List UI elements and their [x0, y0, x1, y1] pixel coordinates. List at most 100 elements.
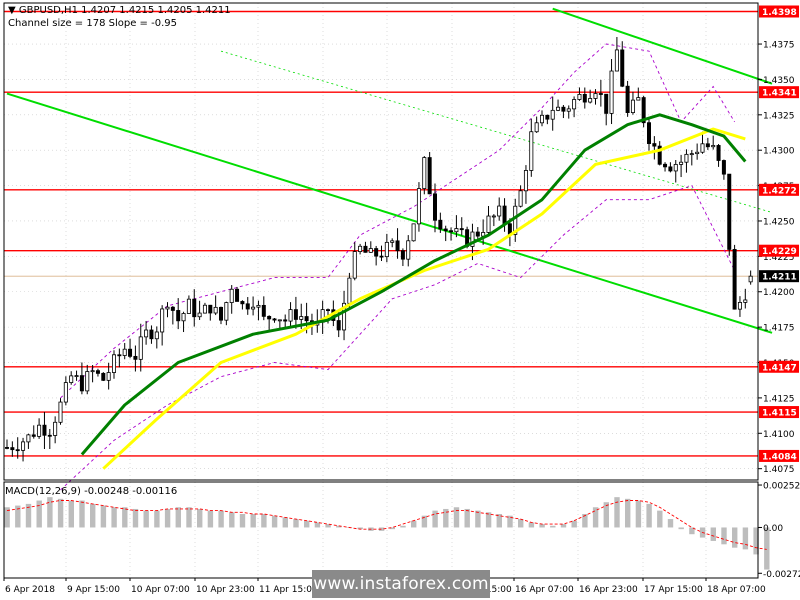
candle-body	[277, 319, 282, 322]
time-tick-label: 10 Apr 23:00	[196, 585, 255, 595]
candle-body	[695, 151, 700, 155]
macd-histogram-bar	[36, 500, 42, 528]
candle-body	[454, 228, 459, 233]
candle-body	[400, 250, 405, 260]
candle-body	[352, 251, 357, 279]
candle-body	[261, 304, 266, 317]
candle-body	[705, 143, 710, 148]
candle-body	[363, 245, 368, 253]
candle-body	[267, 315, 272, 320]
candle-body	[625, 85, 630, 114]
macd-histogram-bar	[453, 507, 460, 528]
macd-histogram-bar	[261, 514, 267, 528]
macd-histogram-bar	[732, 527, 738, 548]
candle-body	[545, 114, 550, 120]
candle-body	[432, 193, 437, 221]
level-tag	[759, 5, 799, 18]
candle-body	[347, 277, 352, 304]
macd-histogram-bar	[378, 527, 385, 531]
moving-average-slow	[102, 127, 746, 470]
candle-body	[325, 309, 330, 312]
time-tick-label: 11 Apr 15:00	[259, 585, 318, 595]
candle-body	[598, 93, 603, 95]
grid	[3, 3, 758, 578]
candle-body	[283, 319, 288, 322]
candle-body	[63, 382, 68, 403]
candle-body	[727, 173, 732, 250]
macd-panel	[4, 497, 770, 570]
candle-body	[636, 97, 641, 101]
level-tag	[759, 449, 799, 462]
candle-body	[235, 288, 240, 302]
candle-body	[491, 215, 496, 218]
candle-body	[224, 302, 229, 321]
macd-histogram-bar	[657, 510, 663, 528]
candle-body	[213, 306, 218, 314]
time-tick-label: 6 Apr 2018	[5, 585, 55, 595]
moving-averages	[80, 113, 747, 470]
candle-body	[368, 248, 373, 253]
macd-histogram-bar	[710, 527, 716, 541]
candle-body	[502, 205, 507, 225]
candle-body	[577, 93, 582, 100]
macd-histogram-bar	[421, 515, 428, 528]
macd-histogram-bar	[496, 514, 502, 528]
candle-body	[406, 240, 411, 260]
candle-body	[614, 49, 619, 72]
candle-body	[117, 354, 122, 357]
macd-histogram-bar	[314, 522, 321, 528]
candle-body	[133, 355, 138, 360]
level-tag-label: 1.4084	[762, 452, 797, 462]
candle-body	[101, 372, 106, 381]
candle-body	[689, 153, 694, 156]
candle-body	[58, 401, 63, 423]
candle-body	[288, 309, 293, 322]
price-tick-label: 1.4325	[763, 111, 795, 121]
macd-histogram-bar	[646, 503, 652, 528]
candle-body	[663, 163, 668, 168]
candle-body	[561, 106, 566, 112]
candle-body	[154, 331, 159, 340]
candle-body	[74, 375, 79, 377]
time-tick-label: 10 Apr 07:00	[131, 585, 190, 595]
candle-body	[138, 336, 143, 360]
candle-body	[657, 145, 662, 165]
candle-body	[716, 145, 721, 161]
candle-body	[251, 306, 256, 310]
candle-body	[379, 255, 384, 258]
price-tick-label: 1.4375	[763, 41, 795, 51]
watermark: www.instaforex.com	[312, 570, 490, 598]
price-tick-label: 1.4225	[763, 253, 795, 263]
candle-body	[149, 329, 154, 340]
macd-label: MACD(12,26,9) -0.00248 -0.00116	[5, 486, 177, 497]
macd-histogram-bar	[592, 507, 599, 528]
macd-histogram-bar	[764, 527, 770, 570]
candle-body	[459, 228, 464, 231]
candle-body	[438, 219, 443, 230]
candle-body	[293, 309, 298, 320]
macd-histogram-bar	[689, 527, 695, 535]
candle-body	[475, 231, 480, 237]
candle-body	[106, 372, 111, 381]
moving-average-fast	[80, 113, 747, 456]
candle-body	[197, 312, 202, 318]
candle-body	[748, 275, 753, 283]
macd-histogram-bar	[15, 505, 21, 528]
candle-body	[336, 320, 341, 331]
macd-histogram-bar	[293, 519, 299, 528]
candle-body	[69, 375, 74, 383]
candle-body	[550, 109, 555, 120]
price-tick-label: 1.4125	[763, 394, 795, 404]
envelope-bands	[60, 43, 736, 491]
macd-histogram-bar	[100, 505, 107, 528]
candle-body	[566, 108, 571, 112]
candle-body	[641, 97, 646, 124]
macd-histogram-bar	[475, 510, 481, 528]
macd-histogram-bar	[464, 508, 470, 528]
macd-histogram-bar	[485, 512, 492, 528]
macd-histogram-bar	[229, 512, 235, 528]
macd-tick-label: 0.00	[763, 524, 783, 534]
channel-line	[552, 7, 773, 85]
macd-histogram-bar	[132, 508, 139, 528]
